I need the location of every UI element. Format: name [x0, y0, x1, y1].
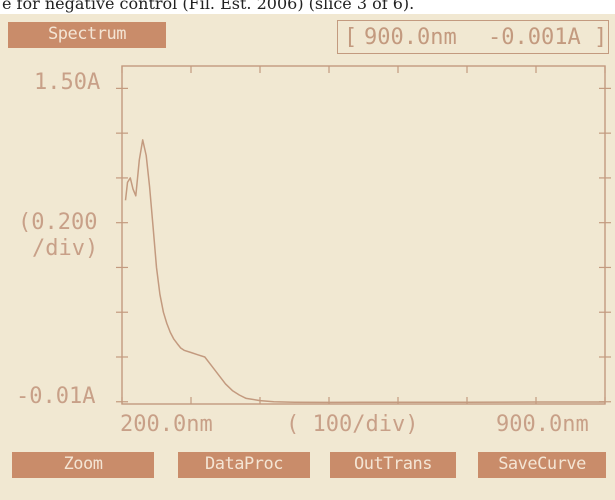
- spectrum-mode-tab[interactable]: Spectrum: [8, 22, 166, 48]
- data-proc-button[interactable]: DataProc: [178, 452, 310, 478]
- zoom-button[interactable]: Zoom: [12, 452, 154, 478]
- spectrum-series-line-0: [124, 139, 605, 404]
- save-curve-button[interactable]: SaveCurve: [478, 452, 606, 478]
- readout-bracket-left: [: [344, 25, 358, 50]
- page-caption: e for negative control (Fil. Est. 2006) …: [0, 0, 615, 15]
- cursor-readout: [ 900.0nm -0.001A ]: [337, 20, 609, 54]
- instrument-printout: [0, 14, 615, 500]
- y-axis-min-label: -0.01A: [16, 384, 96, 409]
- y-axis-scale-label-line2: /div): [32, 236, 99, 261]
- readout-wavelength: 900.0nm: [364, 25, 457, 50]
- readout-absorbance: -0.001A: [488, 25, 581, 50]
- y-axis-scale-label-line1: (0.200: [18, 210, 98, 235]
- readout-bracket-right: ]: [594, 25, 608, 50]
- out-trans-button[interactable]: OutTrans: [330, 452, 456, 478]
- x-axis-scale-label: ( 100/div): [286, 412, 419, 437]
- plot-frame: [121, 65, 606, 405]
- y-axis-max-label: 1.50A: [34, 70, 101, 95]
- x-axis-min-label: 200.0nm: [120, 412, 213, 437]
- x-axis-max-label: 900.0nm: [496, 412, 589, 437]
